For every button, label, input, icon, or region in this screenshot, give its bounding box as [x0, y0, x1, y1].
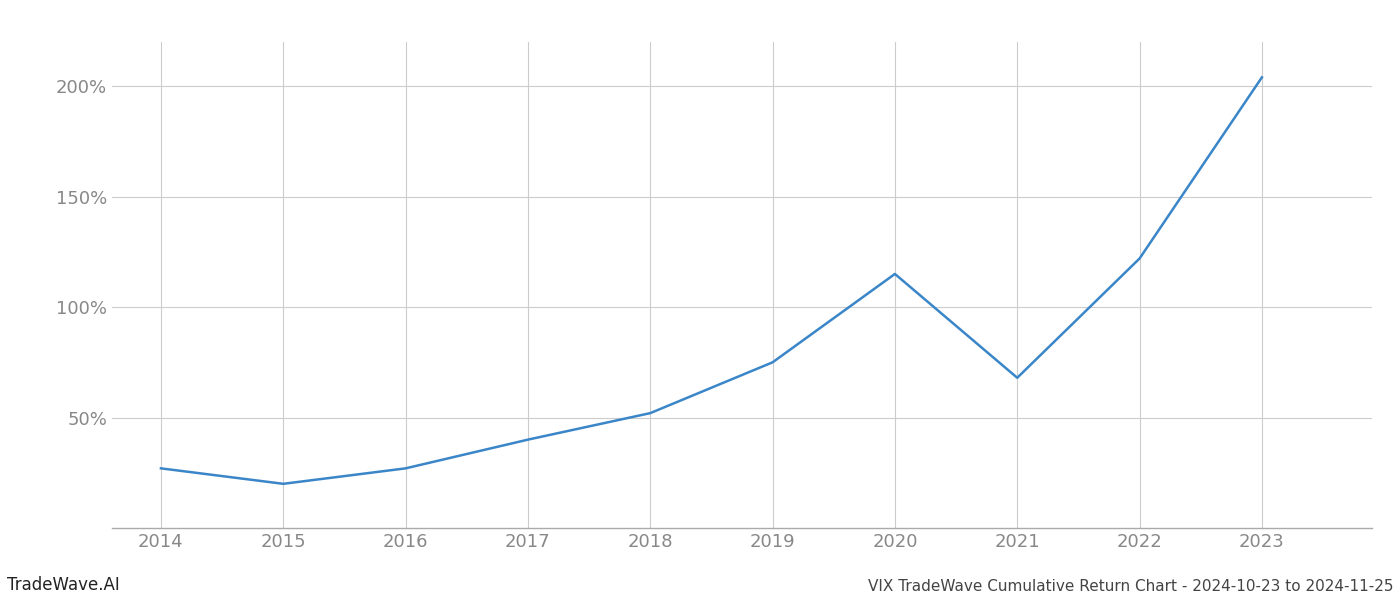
Text: TradeWave.AI: TradeWave.AI	[7, 576, 120, 594]
Text: VIX TradeWave Cumulative Return Chart - 2024-10-23 to 2024-11-25: VIX TradeWave Cumulative Return Chart - …	[868, 579, 1393, 594]
